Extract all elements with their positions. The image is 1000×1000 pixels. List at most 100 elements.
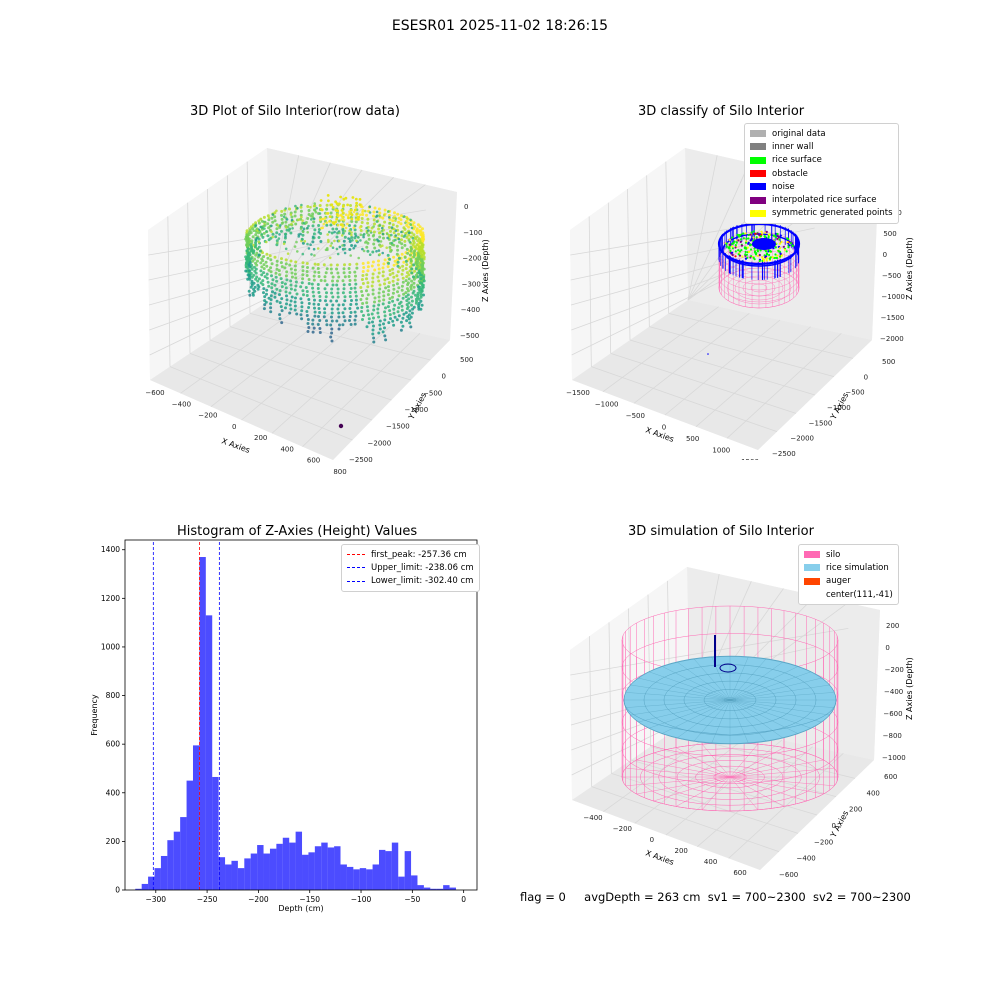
histogram-bar (141, 883, 149, 890)
y-tick-label: −400 (797, 855, 816, 863)
legend-label: first_peak: -257.36 cm (371, 549, 467, 560)
y-tick-labels: 500 0−500 −1000 −1500 −2000 −2500 (772, 358, 895, 458)
histogram-bar (327, 847, 335, 890)
y-tick-label: −500 (423, 389, 442, 397)
histogram-bar (321, 842, 328, 890)
legend-label: Lower_limit: -302.40 cm (371, 576, 474, 587)
histogram-bar (302, 854, 309, 890)
legend-line-swatch (347, 554, 365, 556)
x-tick-label: 600 (733, 869, 746, 877)
y-tick-label: 1400 (101, 545, 120, 554)
y-tick-labels: 600 400 200 0 −200 −400 −600 (779, 773, 897, 879)
histogram-bar (295, 831, 303, 890)
legend-entry: rice surface (750, 154, 893, 167)
histogram-bar (160, 855, 168, 890)
silo-wireframe (621, 605, 839, 812)
y-tick-label: 600 (884, 773, 897, 781)
histogram-bar (334, 846, 341, 890)
histogram-bar (411, 875, 418, 890)
histogram-title: Histogram of Z-Axies (Height) Values (177, 524, 418, 539)
z-tick-label: 0 (885, 644, 889, 652)
y-tick-label: −1500 (386, 423, 410, 431)
histogram-bar (359, 868, 367, 890)
y-tick-label: −200 (814, 838, 833, 846)
x-tick-label: 1000 (712, 447, 730, 455)
histogram-bar (289, 842, 296, 890)
legend-entry: inner wall (750, 140, 893, 153)
y-tick-label: −2000 (368, 439, 392, 447)
x-tick-label: −400 (172, 400, 191, 408)
z-tick-label: 200 (886, 622, 899, 630)
z-tick-label: −2000 (880, 335, 904, 343)
histogram-bar (449, 887, 456, 890)
z-tick-label: −1000 (881, 293, 905, 301)
histogram-bar (276, 843, 283, 890)
legend-swatch (750, 170, 766, 178)
x-tick-label: 600 (307, 457, 320, 465)
z-tick-label: −1500 (881, 314, 905, 322)
y-tick-label: 500 (460, 356, 473, 364)
x-tick-label: 400 (280, 445, 293, 453)
histogram-bar (340, 864, 347, 890)
z-tick-label: −300 (462, 280, 481, 288)
histogram-bar (205, 615, 213, 890)
histogram-bar (257, 845, 264, 890)
legend-line-swatch (347, 567, 365, 569)
y-tick-labels: 500 0−500 −1000 −1500 −2000 −2500 (349, 356, 473, 464)
histogram-legend: first_peak: -257.36 cm Upper_limit: -238.… (341, 544, 480, 592)
histogram-bar (366, 869, 373, 890)
legend-swatch (750, 183, 766, 191)
y-tick-label: 0 (442, 373, 446, 381)
legend-label: rice surface (772, 155, 822, 166)
histogram-bar (391, 842, 399, 890)
legend-swatch (750, 196, 766, 204)
histogram-bar (378, 849, 386, 890)
legend-entry: Upper_limit: -238.06 cm (347, 561, 474, 574)
y-ticks: 0 200 400 600 800 1000 1200 1400 (101, 545, 125, 895)
z-tick-label: 500 (883, 230, 896, 238)
x-tick-label: −1000 (595, 401, 619, 409)
histogram-bar (372, 864, 379, 890)
histogram-chart: −300 −250 −200 −150 −100 −50 0 0 200 400 600 800 10… (90, 539, 478, 913)
y-tick-label: 0 (864, 373, 868, 381)
legend-label: center(111,-41) (826, 589, 893, 600)
z-tick-label: −600 (883, 710, 902, 718)
legend-swatch (804, 577, 820, 585)
histogram-bar (199, 557, 206, 890)
legend-label: inner wall (772, 141, 814, 152)
x-tick-label: 200 (254, 434, 267, 442)
x-tick-label: −400 (583, 814, 602, 822)
y-tick-label: −1000 (827, 404, 851, 412)
x-axis-label: X Axies (220, 436, 251, 455)
x-tick-label: 1500 (741, 458, 759, 460)
legend-line-swatch (347, 580, 365, 582)
y-tick-label: −500 (845, 389, 864, 397)
figure-title: ESESR01 2025-11-02 18:26:15 (391, 18, 609, 34)
x-tick-label: 0 (650, 836, 654, 844)
y-axis-label: Frequency (90, 694, 99, 736)
x-tick-label: 800 (333, 468, 346, 476)
legend-swatch (750, 130, 766, 138)
y-tick-label: 800 (106, 691, 121, 700)
x-tick-label: −300 (145, 895, 166, 904)
z-tick-label: −200 (885, 666, 904, 674)
y-tick-label: 200 (849, 806, 862, 814)
histogram-bar (398, 876, 405, 890)
sv1-text: sv1 = 700~2300 (707, 890, 806, 904)
x-tick-label: 200 (675, 847, 688, 855)
histogram-bar (436, 888, 444, 890)
y-tick-label: 400 (106, 788, 121, 797)
3d-grid (148, 155, 431, 447)
legend-label: auger (826, 576, 851, 587)
histogram-bar (173, 831, 181, 890)
histogram-bar (423, 887, 431, 890)
y-tick-label: −2500 (772, 450, 796, 458)
z-tick-label: −500 (460, 332, 479, 340)
x-tick-label: −50 (404, 895, 420, 904)
z-tick-labels: 200 0 −200 −400 −600 −800 −1000 (882, 622, 906, 762)
sv2-text: sv2 = 700~2300 (812, 890, 911, 904)
silo-cylinder (717, 222, 801, 309)
histogram-bar (148, 876, 155, 890)
y-tick-label: −2500 (349, 456, 373, 464)
